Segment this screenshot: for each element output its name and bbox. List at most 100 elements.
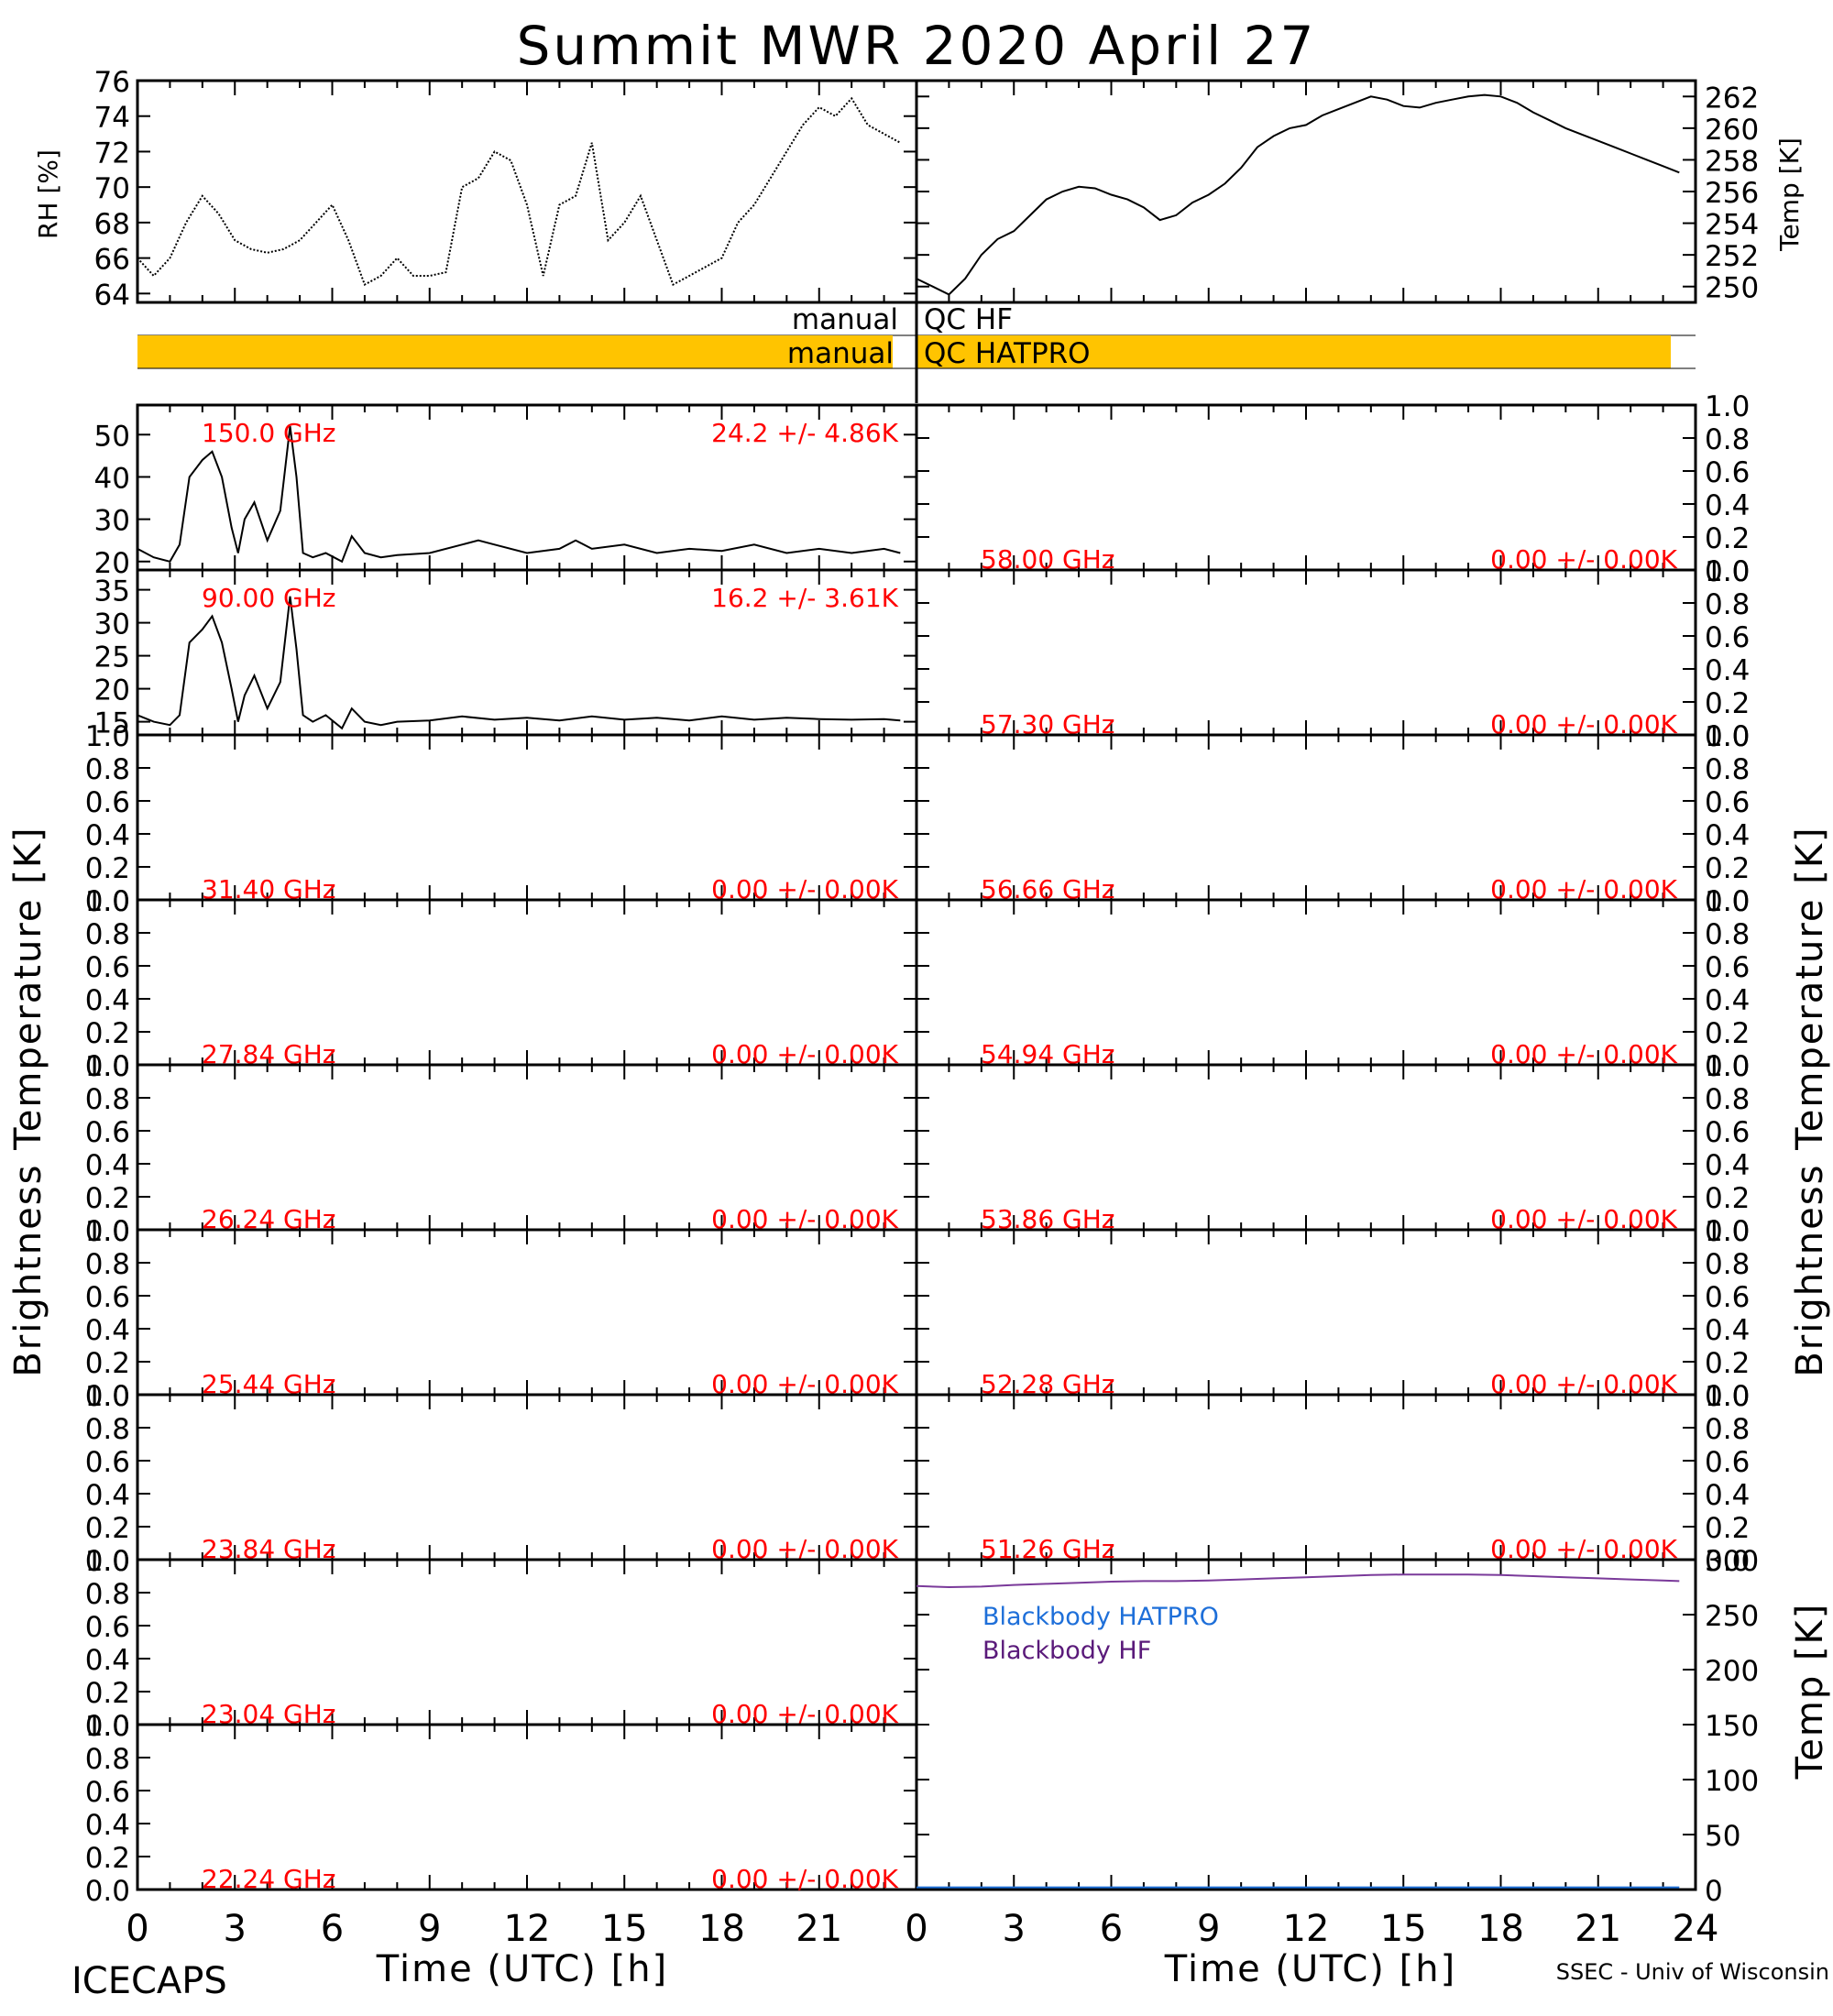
- ytick-label-tb2224: 0.2: [85, 1842, 130, 1875]
- ytick-label-tb5800: 0.0: [1705, 555, 1750, 588]
- ytick-label-temp: 250: [1705, 272, 1759, 305]
- ytick-label-tb5494: 0.6: [1705, 951, 1750, 984]
- ytick-label-tb5800: 0.4: [1705, 489, 1750, 522]
- xtick-label-left: 12: [504, 1908, 551, 1950]
- ytick-label-tb5386: 1.0: [1705, 1050, 1750, 1083]
- ytick-label-tb2544: 0.0: [85, 1380, 130, 1413]
- ytick-label-temp: 254: [1705, 209, 1759, 242]
- ytick-label-temp: 260: [1705, 114, 1759, 147]
- freq-label-tb2224: 22.24 GHz: [202, 1864, 336, 1894]
- ytick-label-tb2304: 0.2: [85, 1677, 130, 1710]
- xtick-label-left: 15: [601, 1908, 648, 1950]
- ytick-label-tb2784: 0.2: [85, 1017, 130, 1050]
- ytick-label-tb2784: 0.8: [85, 918, 130, 951]
- tb-ylabel-left: Brightness Temperature [K]: [7, 826, 49, 1376]
- ytick-label-tb2624: 1.0: [85, 1050, 130, 1083]
- ytick-label-tb5800: 0.6: [1705, 456, 1750, 489]
- xlabel-right: Time (UTC) [h]: [1164, 1948, 1456, 1990]
- ytick-label-tb5386: 0.6: [1705, 1116, 1750, 1149]
- qc-hf-left-label: manual: [792, 303, 898, 336]
- ytick-label-tb150: 50: [94, 420, 130, 453]
- ytick-label-tb5730: 1.0: [1705, 555, 1750, 588]
- xtick-label-right: 18: [1477, 1908, 1524, 1950]
- ytick-label-tb5126: 0.0: [1705, 1545, 1750, 1578]
- ytick-label-rh: 74: [94, 102, 130, 135]
- series-line-temp: [916, 93, 1680, 296]
- ytick-label-blackbody: 50: [1705, 1820, 1740, 1853]
- tb-ylabel-right: Brightness Temperature [K]: [1789, 826, 1831, 1376]
- ytick-label-rh: 66: [94, 244, 130, 277]
- ytick-label-tb2624: 0.2: [85, 1182, 130, 1215]
- xtick-label-left: 3: [224, 1908, 247, 1950]
- ytick-label-tb2624: 0.8: [85, 1083, 130, 1116]
- ytick-label-tb5666: 0.6: [1705, 786, 1750, 819]
- ytick-label-tb5800: 1.0: [1705, 390, 1750, 423]
- ytick-label-tb5126: 0.6: [1705, 1446, 1750, 1479]
- ytick-label-tb5386: 0.8: [1705, 1083, 1750, 1116]
- ytick-label-tb90: 25: [94, 641, 130, 674]
- ytick-label-tb5730: 0.0: [1705, 720, 1750, 753]
- xtick-label-right: 24: [1673, 1908, 1719, 1950]
- series-line-tb150: [137, 425, 901, 564]
- ytick-label-tb3140: 0.2: [85, 852, 130, 885]
- series-line-blackbody-1: [916, 1573, 1680, 1589]
- ytick-label-tb5666: 0.0: [1705, 885, 1750, 918]
- ytick-label-tb2784: 0.6: [85, 951, 130, 984]
- ytick-label-tb5126: 0.4: [1705, 1479, 1750, 1512]
- legend-bb-hatpro: Blackbody HATPRO: [982, 1603, 1219, 1631]
- ytick-label-tb5228: 1.0: [1705, 1215, 1750, 1248]
- stats-label-tb90: 16.2 +/- 3.61K: [711, 583, 898, 613]
- ytick-label-blackbody: 250: [1705, 1600, 1759, 1633]
- ytick-label-tb2624: 0.4: [85, 1149, 130, 1182]
- ytick-label-tb3140: 0.4: [85, 819, 130, 852]
- xlabel-left: Time (UTC) [h]: [376, 1948, 668, 1990]
- ytick-label-tb2544: 1.0: [85, 1215, 130, 1248]
- ytick-label-tb5730: 0.2: [1705, 687, 1750, 720]
- ytick-label-tb2624: 0.6: [85, 1116, 130, 1149]
- ytick-label-tb2224: 0.8: [85, 1743, 130, 1776]
- ytick-label-blackbody: 150: [1705, 1710, 1759, 1743]
- qc-hatpro-bar-right: [916, 335, 1671, 368]
- ytick-label-tb2624: 0.0: [85, 1215, 130, 1248]
- xtick-label-right: 3: [1003, 1908, 1026, 1950]
- ytick-label-tb2384: 0.8: [85, 1413, 130, 1446]
- footer-left: ICECAPS: [71, 1960, 227, 2002]
- plot-panels: 6466687072747625025225425625826026220304…: [85, 66, 1759, 1950]
- ytick-label-tb5494: 0.0: [1705, 1050, 1750, 1083]
- ytick-label-tb2304: 0.4: [85, 1644, 130, 1677]
- xtick-label-right: 9: [1197, 1908, 1220, 1950]
- series-line-rh: [137, 96, 901, 287]
- ytick-label-tb2544: 0.2: [85, 1347, 130, 1380]
- ytick-label-tb2384: 0.4: [85, 1479, 130, 1512]
- ytick-label-tb5126: 0.2: [1705, 1512, 1750, 1545]
- ytick-label-tb5494: 0.2: [1705, 1017, 1750, 1050]
- ytick-label-blackbody: 100: [1705, 1765, 1759, 1798]
- ytick-label-tb3140: 0.6: [85, 786, 130, 819]
- ytick-label-tb5666: 0.2: [1705, 852, 1750, 885]
- ytick-label-tb5730: 0.4: [1705, 654, 1750, 687]
- xtick-label-right: 15: [1380, 1908, 1427, 1950]
- ytick-label-tb2224: 0.6: [85, 1776, 130, 1809]
- ytick-label-temp: 258: [1705, 145, 1759, 178]
- ytick-label-tb5494: 0.8: [1705, 918, 1750, 951]
- ytick-label-tb5228: 0.0: [1705, 1380, 1750, 1413]
- panel-frame-rh: [136, 79, 918, 304]
- panel-frame-temp: [915, 79, 1697, 304]
- ytick-label-tb2384: 0.2: [85, 1512, 130, 1545]
- ytick-label-temp: 256: [1705, 177, 1759, 210]
- ytick-label-tb2384: 0.6: [85, 1446, 130, 1479]
- ytick-label-tb3140: 1.0: [85, 720, 130, 753]
- xtick-label-left: 0: [126, 1908, 148, 1950]
- ytick-label-tb5228: 0.8: [1705, 1248, 1750, 1281]
- ytick-label-tb5126: 0.8: [1705, 1413, 1750, 1446]
- xtick-label-left: 18: [698, 1908, 745, 1950]
- ytick-label-tb2544: 0.8: [85, 1248, 130, 1281]
- xtick-label-left: 9: [418, 1908, 441, 1950]
- ytick-label-tb5386: 0.0: [1705, 1215, 1750, 1248]
- ytick-label-tb2224: 0.4: [85, 1809, 130, 1842]
- ytick-label-tb5666: 1.0: [1705, 720, 1750, 753]
- ytick-label-tb5730: 0.6: [1705, 621, 1750, 654]
- ytick-label-tb2544: 0.4: [85, 1314, 130, 1347]
- ytick-label-tb5730: 0.8: [1705, 588, 1750, 621]
- freq-label-tb90: 90.00 GHz: [202, 583, 336, 613]
